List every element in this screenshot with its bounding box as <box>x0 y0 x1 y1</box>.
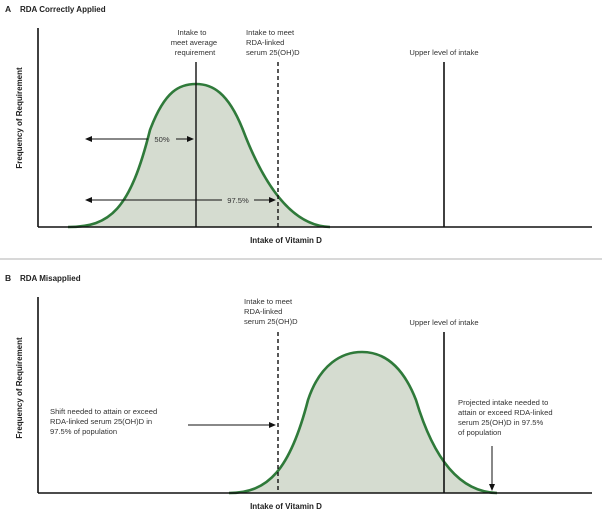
panel-a-ear-label-line-3: requirement <box>175 48 216 57</box>
panel-b-projected-label-line-4: of population <box>458 428 502 437</box>
panel-b-distribution-curve <box>229 352 497 493</box>
panel-b-x-axis-label: Intake of Vitamin D <box>250 502 322 511</box>
panel-b-projected-label-line-3: serum 25(OH)D in 97.5% <box>458 418 543 427</box>
panel-a-975-label: 97.5% <box>227 196 249 205</box>
panel-b-rda-label: Intake to meet RDA-linked serum 25(OH)D <box>244 297 298 326</box>
panel-b-distribution-curve-line <box>228 350 498 495</box>
panel-a-distribution-curve <box>68 84 330 227</box>
panel-a-y-axis-label: Frequency of Requirement <box>15 67 24 169</box>
panel-a-title: RDA Correctly Applied <box>20 5 106 14</box>
panel-a-ear-label: Intake to meet average requirement <box>171 28 220 57</box>
panel-b-shift-label-line-3: 97.5% of population <box>50 427 117 436</box>
panel-a-rda-label-line-3: serum 25(OH)D <box>246 48 300 57</box>
panel-a-ear-label-line-2: meet average <box>171 38 217 47</box>
panel-a-rda-label-line-2: RDA-linked <box>246 38 284 47</box>
panel-a-50-label: 50% <box>154 135 169 144</box>
panel-a-letter: A <box>5 4 11 14</box>
panel-a-x-axis-label: Intake of Vitamin D <box>250 236 322 245</box>
panel-b-rda-label-line-1: Intake to meet <box>244 297 293 306</box>
panel-b: B RDA Misapplied Frequency of Requiremen… <box>5 273 592 511</box>
panel-a-rda-label: Intake to meet RDA-linked serum 25(OH)D <box>246 28 300 57</box>
panel-b-shift-label: Shift needed to attain or exceed RDA-lin… <box>50 407 159 436</box>
panel-a: A RDA Correctly Applied Frequency of Req… <box>5 4 592 245</box>
panel-b-letter: B <box>5 273 11 283</box>
panel-b-rda-label-line-3: serum 25(OH)D <box>244 317 298 326</box>
panel-b-projected-label-line-1: Projected intake needed to <box>458 398 548 407</box>
panel-b-projected-label-line-2: attain or exceed RDA-linked <box>458 408 553 417</box>
panel-b-projected-label: Projected intake needed to attain or exc… <box>458 398 555 437</box>
panel-a-rda-label-line-1: Intake to meet <box>246 28 295 37</box>
panel-b-rda-label-line-2: RDA-linked <box>244 307 282 316</box>
panel-b-shift-label-line-2: RDA-linked serum 25(OH)D in <box>50 417 152 426</box>
panel-a-ear-label-line-1: Intake to <box>177 28 206 37</box>
panel-b-title: RDA Misapplied <box>20 274 81 283</box>
panel-a-upper-level-label: Upper level of intake <box>409 48 478 57</box>
panel-b-upper-level-label: Upper level of intake <box>409 318 478 327</box>
panel-b-shift-label-line-1: Shift needed to attain or exceed <box>50 407 157 416</box>
panel-b-y-axis-label: Frequency of Requirement <box>15 337 24 439</box>
